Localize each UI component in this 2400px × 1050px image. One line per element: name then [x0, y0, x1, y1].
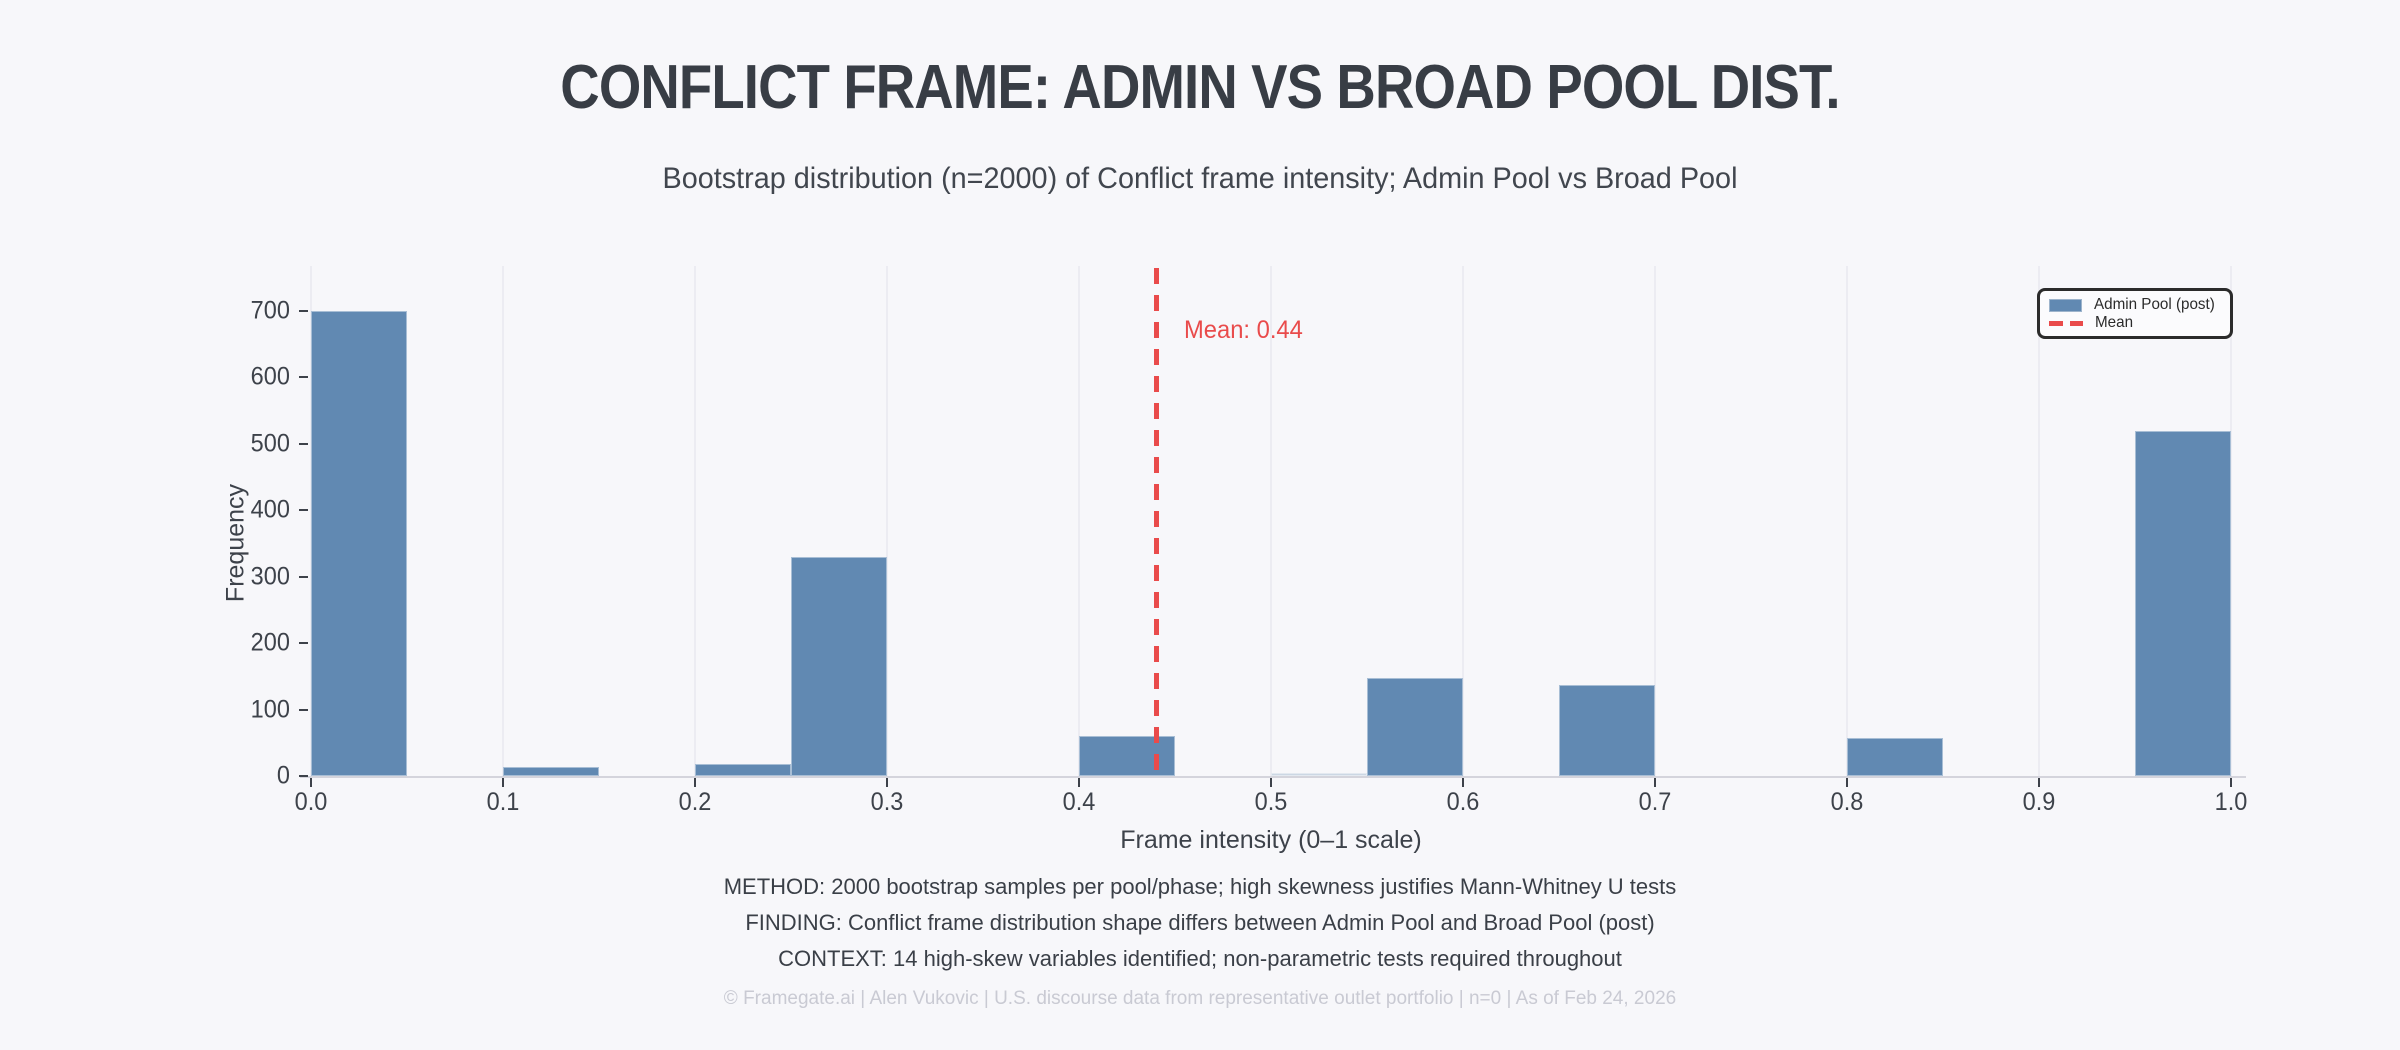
y-tick-label: 0 — [276, 761, 290, 790]
gridline — [1270, 266, 1272, 776]
x-tick-label: 1.0 — [2214, 788, 2248, 816]
gridline — [2038, 266, 2040, 776]
y-tick-label: 700 — [250, 296, 290, 325]
legend-label-mean: Mean — [2095, 314, 2134, 331]
gridline — [694, 266, 696, 776]
x-tick-mark — [502, 778, 504, 787]
gridline — [1462, 266, 1464, 776]
x-tick-mark — [2038, 778, 2040, 787]
gridline — [502, 266, 504, 776]
gridline — [1654, 266, 1656, 776]
y-tick-mark — [299, 442, 308, 445]
x-tick-mark — [2230, 778, 2232, 787]
y-tick-mark — [299, 642, 308, 645]
x-tick-mark — [1462, 778, 1464, 787]
mean-line — [1153, 268, 1159, 776]
bar — [1271, 772, 1367, 776]
y-tick-mark — [299, 775, 308, 777]
footnote-finding: FINDING: Conflict frame distribution sha… — [745, 910, 1655, 935]
x-tick-label: 0.3 — [870, 788, 904, 816]
chart-title: CONFLICT FRAME: ADMIN VS BROAD POOL DIST… — [560, 53, 1840, 122]
x-tick-label: 0.6 — [1446, 788, 1480, 816]
y-tick-label: 400 — [250, 495, 290, 524]
gridline — [886, 266, 888, 776]
legend-row-mean: Mean — [2049, 314, 2221, 332]
y-tick-label: 300 — [250, 562, 290, 591]
gridline — [1078, 266, 1080, 776]
x-tick-mark — [1078, 778, 1080, 787]
bar — [1847, 738, 1943, 776]
x-tick-label: 0.4 — [1062, 788, 1096, 816]
x-tick-label: 0.2 — [678, 788, 712, 816]
x-tick-mark — [694, 778, 696, 787]
bar — [791, 556, 887, 776]
legend-label-admin-pool: Admin Pool (post) — [2093, 296, 2215, 313]
gridline — [1846, 266, 1848, 776]
bar — [695, 764, 791, 776]
bar — [311, 311, 407, 776]
source-attribution: © Framegate.ai | Alen Vukovic | U.S. dis… — [723, 988, 1677, 1009]
x-tick-label: 0.8 — [1830, 788, 1864, 816]
y-tick-mark — [299, 575, 308, 578]
y-tick-mark — [299, 708, 308, 711]
y-tick-label: 200 — [250, 628, 290, 657]
x-tick-label: 0.9 — [2022, 788, 2056, 816]
mean-annotation: Mean: 0.44 — [1183, 316, 1303, 344]
bar — [1079, 736, 1175, 776]
x-tick-mark — [310, 778, 312, 787]
x-axis-title: Frame intensity (0–1 scale) — [1120, 826, 1422, 854]
x-tick-mark — [886, 778, 888, 787]
y-tick-label: 500 — [250, 429, 290, 458]
legend-row-admin: Admin Pool (post) — [2049, 296, 2221, 314]
x-tick-label: 0.1 — [486, 788, 520, 816]
y-tick-label: 600 — [250, 362, 290, 391]
x-tick-label: 0.0 — [294, 788, 328, 816]
x-tick-mark — [1270, 778, 1272, 787]
bar — [1559, 684, 1655, 776]
legend-dash-mean — [2049, 320, 2083, 326]
x-axis-line — [300, 776, 2246, 778]
bar — [2135, 430, 2231, 776]
footnote-method: METHOD: 2000 bootstrap samples per pool/… — [723, 874, 1677, 899]
y-axis-title: Frequency — [221, 483, 250, 603]
y-tick-mark — [299, 509, 308, 512]
bar — [503, 766, 599, 776]
footnote-context: CONTEXT: 14 high-skew variables identifi… — [778, 946, 1622, 971]
legend: Admin Pool (post) Mean — [2037, 288, 2233, 339]
chart-subtitle: Bootstrap distribution (n=2000) of Confl… — [662, 162, 1738, 195]
y-tick-label: 100 — [250, 695, 290, 724]
x-tick-mark — [1846, 778, 1848, 787]
y-tick-mark — [299, 310, 308, 312]
gridline — [2230, 266, 2232, 776]
x-tick-mark — [1654, 778, 1656, 787]
x-tick-label: 0.5 — [1254, 788, 1288, 816]
legend-patch-admin-pool — [2049, 298, 2082, 312]
x-tick-label: 0.7 — [1638, 788, 1672, 816]
footnotes: METHOD: 2000 bootstrap samples per pool/… — [0, 874, 2400, 982]
y-tick-mark — [299, 376, 308, 379]
bar — [1367, 677, 1463, 776]
